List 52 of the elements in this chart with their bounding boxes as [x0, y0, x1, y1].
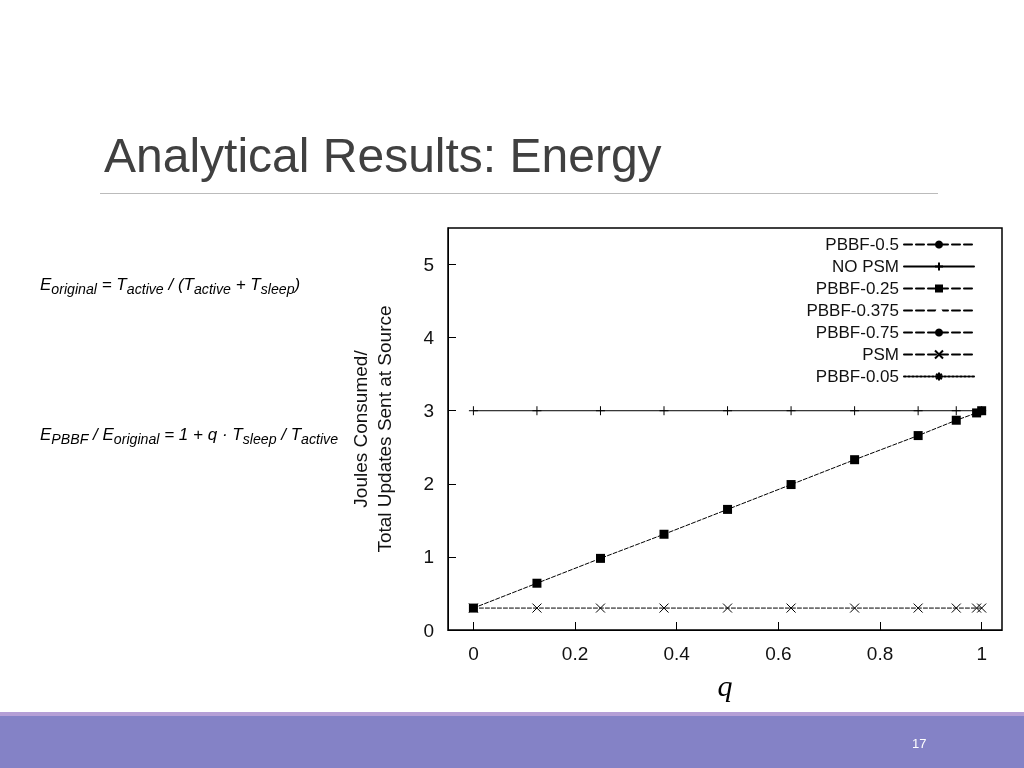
legend-label: PSM [862, 345, 899, 364]
y-tick-label: 2 [423, 473, 434, 495]
point [659, 529, 669, 539]
x-tick-label: 0 [468, 643, 479, 664]
point [976, 603, 987, 614]
point [951, 603, 962, 614]
y-tick-label: 4 [423, 327, 435, 349]
point [595, 553, 605, 563]
point [659, 603, 670, 614]
text: E$_{PBBF}$ / E$_{original}$ = 1 + q · T$_{sleep}$ / T$_{active}$ [40, 425, 339, 448]
x-tick-label: 0.4 [663, 643, 691, 664]
legend-label: PBBF-0.75 [815, 323, 899, 342]
point [913, 405, 924, 416]
y-tick-label: 3 [423, 400, 434, 422]
point [468, 405, 479, 416]
y-tick-label: 1 [423, 546, 434, 568]
point [659, 405, 670, 416]
legend-label: PBBF-0.5 [825, 235, 899, 254]
text: 17 [912, 736, 927, 751]
legend-label: NO PSM [831, 257, 899, 276]
point [595, 405, 606, 416]
y-axis-title: Joules Consumed/ Total Updates Sent at Source [349, 305, 395, 553]
point [595, 603, 606, 614]
point [722, 405, 733, 416]
point [971, 603, 982, 614]
point [951, 415, 961, 425]
legend-label: PBBF-0.25 [815, 279, 899, 298]
point [531, 603, 542, 614]
legend-label: PBBF-0.05 [815, 367, 899, 386]
point [532, 578, 542, 588]
point [913, 431, 923, 441]
x-tick-label: 0.6 [765, 643, 792, 664]
x-axis-title: q [717, 668, 733, 702]
chart-title: Analytical Results: Energy [104, 128, 662, 183]
legend-label: PBBF-0.375 [806, 301, 899, 320]
point [913, 603, 924, 614]
point [850, 455, 860, 465]
point [722, 603, 733, 614]
point [723, 504, 733, 514]
point [849, 603, 860, 614]
x-tick-label: 1 [976, 643, 987, 664]
point [951, 405, 962, 416]
point [786, 405, 797, 416]
point [849, 405, 860, 416]
point [786, 480, 796, 490]
x-tick-label: 0.2 [561, 643, 589, 664]
y-tick-label: 5 [423, 254, 434, 276]
y-tick-label: 0 [423, 619, 434, 641]
point [531, 405, 542, 416]
x-tick-label: 0.8 [866, 643, 894, 664]
text: E$_{original}$ = T$_{active}$ / (T$_{active}$ + T$_{sleep}$) [40, 275, 301, 298]
point [786, 603, 797, 614]
